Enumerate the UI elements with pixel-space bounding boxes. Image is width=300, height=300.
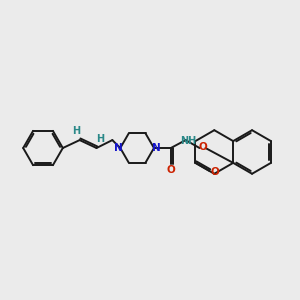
Text: H: H xyxy=(96,134,104,144)
Text: O: O xyxy=(211,167,220,177)
Text: O: O xyxy=(198,142,207,152)
Text: NH: NH xyxy=(180,136,196,146)
Text: H: H xyxy=(72,126,80,136)
Text: N: N xyxy=(114,143,123,153)
Text: O: O xyxy=(167,165,175,175)
Text: N: N xyxy=(152,143,160,153)
